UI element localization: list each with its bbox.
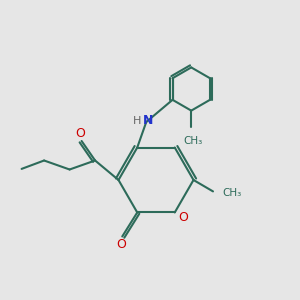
Text: CH₃: CH₃ — [223, 188, 242, 198]
Text: N: N — [142, 114, 153, 127]
Text: O: O — [178, 212, 188, 224]
Text: O: O — [75, 127, 85, 140]
Text: H: H — [133, 116, 141, 125]
Text: O: O — [116, 238, 126, 251]
Text: CH₃: CH₃ — [183, 136, 203, 146]
